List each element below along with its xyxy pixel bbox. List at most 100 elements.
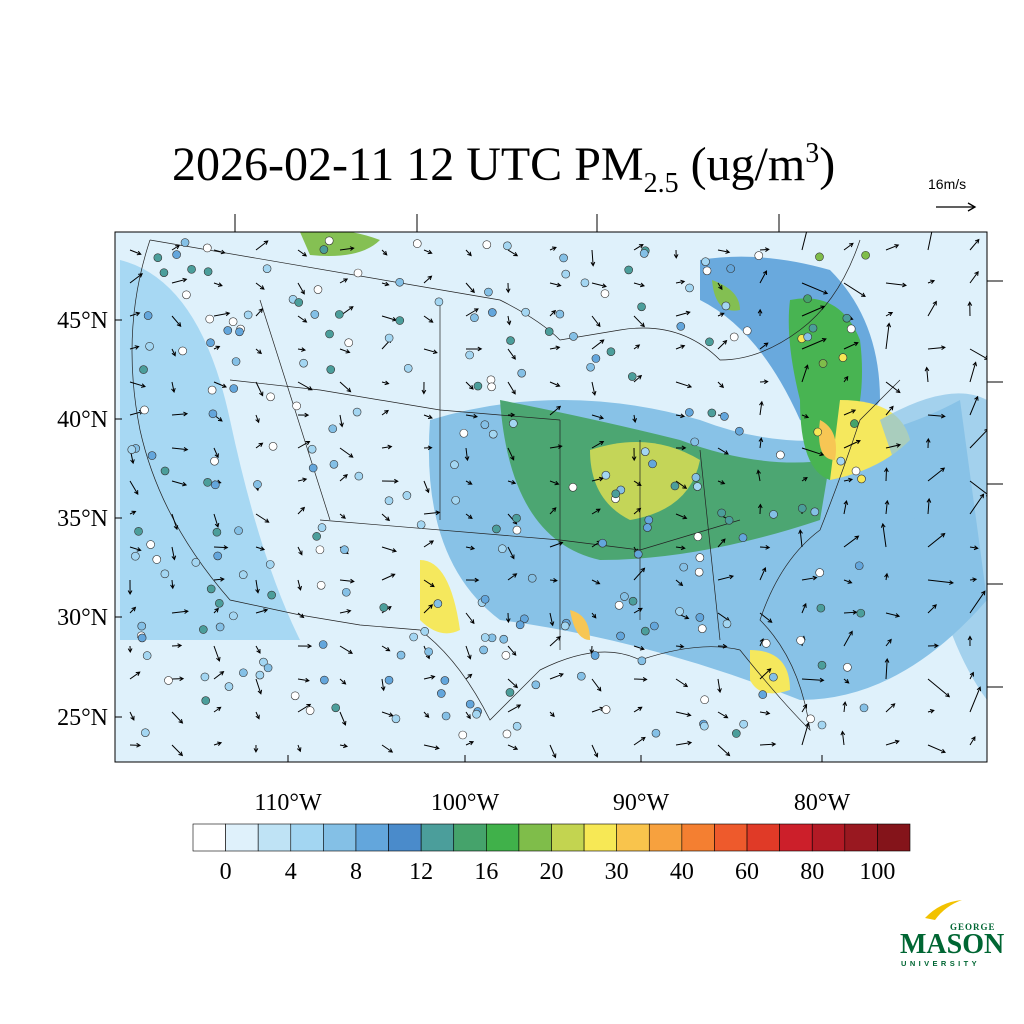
- wind-arrow: [465, 513, 473, 520]
- wind-arrow: [591, 508, 601, 515]
- station: [517, 368, 526, 378]
- wind-arrow: [213, 513, 220, 528]
- station: [268, 442, 278, 451]
- wind-arrow: [297, 440, 311, 449]
- wind-arrow: [801, 722, 810, 746]
- wind-arrow: [549, 612, 555, 627]
- wind-arrow: [675, 711, 692, 717]
- wind-arrow: [255, 711, 260, 720]
- wind-arrow: [717, 339, 728, 350]
- wind-arrow: [801, 677, 825, 683]
- station: [836, 456, 846, 466]
- wind-arrow: [633, 645, 645, 651]
- station: [717, 508, 726, 518]
- wind-arrow: [297, 412, 310, 418]
- colorbar-box: [257, 823, 292, 852]
- wind-arrow: [549, 541, 564, 548]
- station: [598, 538, 607, 548]
- colorbar-label: 30: [605, 859, 629, 885]
- station: [259, 657, 268, 667]
- colorbar-box: [192, 823, 226, 852]
- wind-arrow: [927, 643, 939, 649]
- wind-arrow: [759, 612, 773, 623]
- wind-arrow: [339, 278, 349, 284]
- title-unit: (ug/m: [679, 138, 806, 191]
- wind-arrow: [171, 244, 181, 251]
- wind-arrow: [507, 704, 522, 713]
- station: [160, 466, 170, 476]
- station: [318, 640, 328, 649]
- map: [115, 232, 987, 762]
- station: [395, 277, 405, 287]
- station: [316, 580, 326, 590]
- station: [473, 381, 483, 391]
- wind-arrow: [423, 414, 433, 420]
- station: [729, 332, 739, 342]
- station: [675, 607, 684, 616]
- station: [424, 647, 433, 657]
- station: [492, 524, 501, 534]
- wind-arrow: [884, 657, 890, 680]
- station: [624, 265, 633, 275]
- wind-arrow: [213, 741, 223, 746]
- wind-arrow: [758, 437, 764, 449]
- station: [140, 405, 149, 415]
- wind-arrow: [885, 405, 894, 416]
- station: [203, 478, 212, 487]
- wind-arrow: [339, 474, 348, 482]
- colorbar-box: [877, 823, 911, 852]
- station: [326, 365, 336, 374]
- colorbar-box: [453, 823, 487, 852]
- wind-arrow: [673, 249, 679, 259]
- station: [497, 544, 507, 554]
- station: [335, 310, 344, 319]
- station: [512, 721, 522, 731]
- wind-arrow: [759, 741, 777, 747]
- station: [509, 419, 518, 428]
- wind-arrow: [549, 711, 555, 718]
- wind-arrow: [591, 579, 601, 585]
- station: [320, 675, 329, 685]
- station: [134, 527, 143, 536]
- station: [651, 728, 661, 738]
- station: [851, 466, 861, 476]
- wind-arrow: [591, 282, 607, 289]
- colorbar-label: 100: [859, 859, 895, 885]
- station: [308, 463, 318, 473]
- station: [527, 573, 537, 583]
- colorbar-box: [518, 823, 552, 852]
- station: [758, 690, 768, 699]
- wind-arrow: [171, 277, 188, 284]
- station: [205, 314, 215, 324]
- station: [813, 427, 823, 437]
- wind-arrow: [464, 447, 470, 462]
- wind-arrow: [507, 249, 519, 257]
- wind-arrow: [969, 545, 979, 551]
- wind-arrow: [717, 574, 735, 581]
- wind-arrows: [127, 232, 987, 759]
- wind-arrow: [801, 602, 807, 614]
- wind-arrow: [801, 476, 808, 482]
- wind-arrow: [339, 348, 351, 354]
- station: [697, 624, 707, 633]
- station: [512, 513, 521, 523]
- wind-arrow: [506, 315, 512, 326]
- wind-arrow: [927, 678, 951, 698]
- station: [352, 407, 362, 417]
- wind-arrow: [297, 579, 302, 591]
- station: [506, 336, 515, 345]
- wind-arrow: [297, 677, 310, 683]
- wind-arrow: [675, 480, 688, 489]
- station: [796, 636, 805, 645]
- wind-arrow: [253, 744, 259, 753]
- station: [379, 603, 389, 612]
- wind-arrow: [507, 645, 517, 656]
- station: [499, 634, 509, 644]
- wind-arrow: [675, 545, 686, 551]
- station: [559, 253, 568, 263]
- wind-arrow: [967, 301, 973, 317]
- wind-arrow: [591, 414, 605, 420]
- wind-arrow: [423, 579, 435, 588]
- wind-arrow: [717, 538, 726, 548]
- lat-label: 35°N: [57, 506, 108, 532]
